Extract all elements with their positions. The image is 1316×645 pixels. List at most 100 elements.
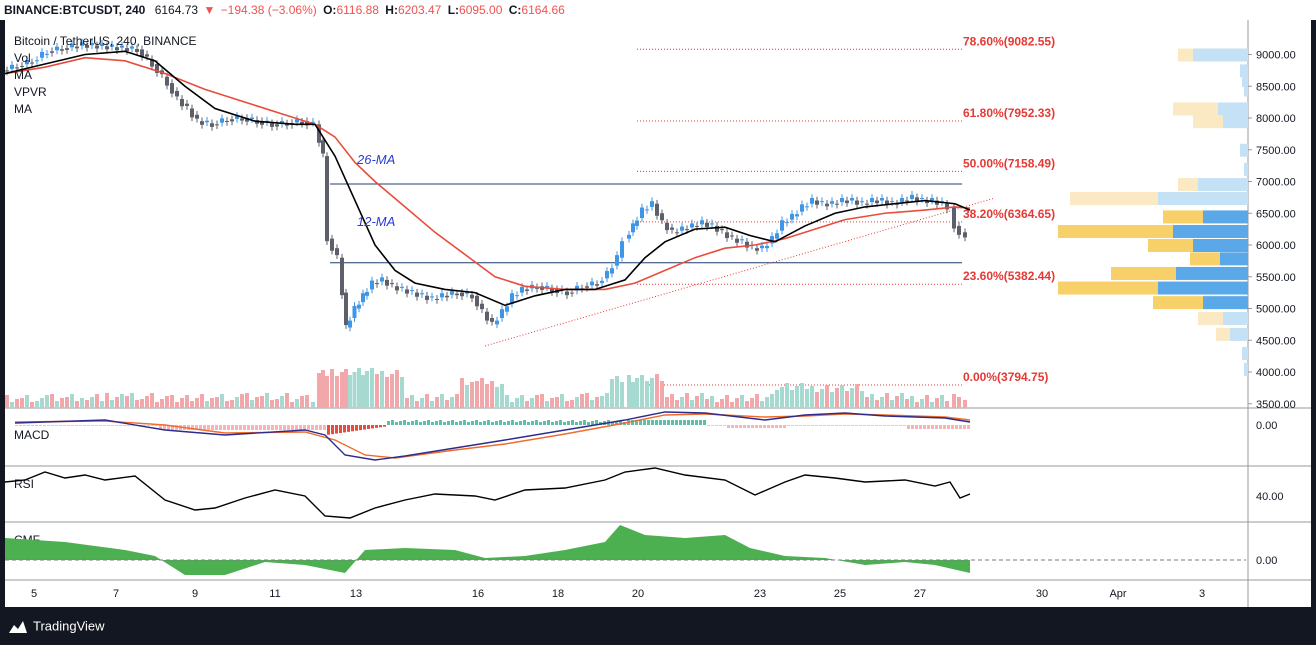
volume-bar: [675, 400, 679, 408]
candle-body: [50, 51, 54, 53]
macd-histogram-bar: [863, 425, 866, 426]
price-chart[interactable]: MACDRSICMF 78.60%(9082.55)61.80%(7952.33…: [5, 20, 1311, 607]
volume-bar: [160, 399, 164, 408]
volume-bar: [270, 400, 274, 408]
macd-histogram-bar: [679, 420, 682, 425]
volume-bar: [45, 395, 49, 408]
legend-ma[interactable]: MA: [14, 68, 32, 82]
macd-histogram-bar: [423, 421, 426, 425]
candle-body: [635, 220, 639, 226]
vpvr-bar-buy: [1223, 115, 1248, 129]
candle-body: [790, 213, 794, 220]
chart-area[interactable]: MACDRSICMF 78.60%(9082.55)61.80%(7952.33…: [5, 20, 1311, 607]
macd-histogram-bar: [659, 420, 662, 425]
vpvr-bar-buy: [1223, 312, 1248, 326]
macd-histogram-bar: [339, 425, 342, 433]
candle-body: [850, 198, 854, 201]
volume-bar: [485, 384, 489, 408]
symbol-ticker[interactable]: BINANCE:BTCUSDT, 240: [4, 3, 146, 17]
volume-bar: [930, 402, 934, 408]
candle-body: [125, 48, 129, 52]
volume-bar: [225, 401, 229, 408]
macd-histogram-bar: [771, 425, 774, 428]
macd-histogram-bar: [79, 425, 82, 426]
candle-body: [815, 200, 819, 205]
candle-body: [305, 121, 309, 126]
macd-histogram-bar: [335, 425, 338, 434]
footer: TradingView: [0, 607, 1316, 645]
horizontal-lines: [330, 183, 962, 264]
macd-histogram-bar: [719, 425, 722, 426]
vpvr-bar-buy: [1244, 362, 1248, 376]
volume-bar: [945, 401, 949, 408]
volume-bar: [200, 394, 204, 408]
macd-histogram-bar: [175, 425, 178, 430]
macd-histogram-bar: [767, 425, 770, 428]
macd-histogram-bar: [755, 425, 758, 428]
cmf-area: [5, 525, 970, 575]
candle-body: [75, 46, 79, 49]
macd-histogram-bar: [523, 420, 526, 425]
tradingview-logo[interactable]: TradingView: [8, 617, 105, 635]
macd-histogram-bar: [399, 421, 402, 425]
volume-bar: [880, 397, 884, 408]
macd-histogram-bar: [447, 421, 450, 425]
ma26-annotation: 26-MA: [356, 152, 395, 167]
macd-histogram-bar: [527, 422, 530, 425]
price-tick-label: 7000.00: [1256, 177, 1296, 189]
volume-bar: [627, 375, 631, 408]
volume-bar: [735, 398, 739, 408]
macd-histogram-bar: [591, 421, 594, 425]
macd-histogram-bar: [451, 420, 454, 425]
volume-bar: [730, 402, 734, 408]
high-value: 6203.47: [397, 3, 442, 17]
macd-histogram-bar: [47, 425, 50, 426]
candle-body: [175, 91, 179, 97]
macd-histogram-bar: [227, 425, 230, 430]
candle-body: [90, 43, 94, 46]
volume-bar: [460, 378, 464, 408]
macd-histogram-bar: [531, 421, 534, 425]
legend-vol[interactable]: Vol: [14, 51, 31, 65]
ma26-line: [5, 56, 971, 291]
legend-vpvr[interactable]: VPVR: [14, 85, 47, 99]
volume-bar: [85, 400, 89, 408]
candle-body: [565, 291, 569, 296]
vpvr-bar-buy: [1242, 73, 1248, 87]
candle-body: [627, 234, 631, 239]
volume-bar: [165, 396, 169, 408]
candle-body: [670, 227, 674, 230]
macd-histogram-bar: [107, 425, 110, 426]
macd-histogram-bar: [319, 425, 322, 430]
macd-histogram-bar: [35, 425, 38, 426]
macd-histogram-bar: [95, 425, 98, 426]
volume-bar: [490, 381, 494, 408]
macd-histogram-bar: [663, 420, 666, 425]
macd-histogram-bar: [779, 425, 782, 428]
legend-ma-2[interactable]: MA: [14, 102, 32, 116]
candle-body: [570, 292, 574, 294]
volume-bar: [135, 400, 139, 408]
macd-histogram-bar: [823, 425, 826, 426]
moving-averages: [5, 50, 971, 307]
macd-histogram-bar: [791, 425, 794, 426]
candle-body: [220, 118, 224, 123]
volume-bar: [260, 396, 264, 408]
candle-body: [150, 59, 154, 67]
candle-body: [805, 206, 809, 208]
macd-histogram-bar: [127, 425, 130, 426]
candle-body: [205, 120, 209, 123]
volume-bar: [205, 401, 209, 408]
macd-histogram-bar: [243, 425, 246, 430]
macd-histogram-bar: [843, 425, 846, 426]
vpvr-bar-buy: [1242, 346, 1248, 360]
macd-histogram-bar: [271, 425, 274, 430]
macd-histogram-bar: [355, 425, 358, 431]
volume-bar: [110, 400, 114, 408]
macd-histogram-bar: [415, 420, 418, 425]
candle-body: [875, 200, 879, 204]
candle-body: [440, 293, 444, 298]
candle-body: [945, 203, 949, 210]
volume-bar: [565, 401, 569, 408]
volume-bar: [860, 391, 864, 408]
